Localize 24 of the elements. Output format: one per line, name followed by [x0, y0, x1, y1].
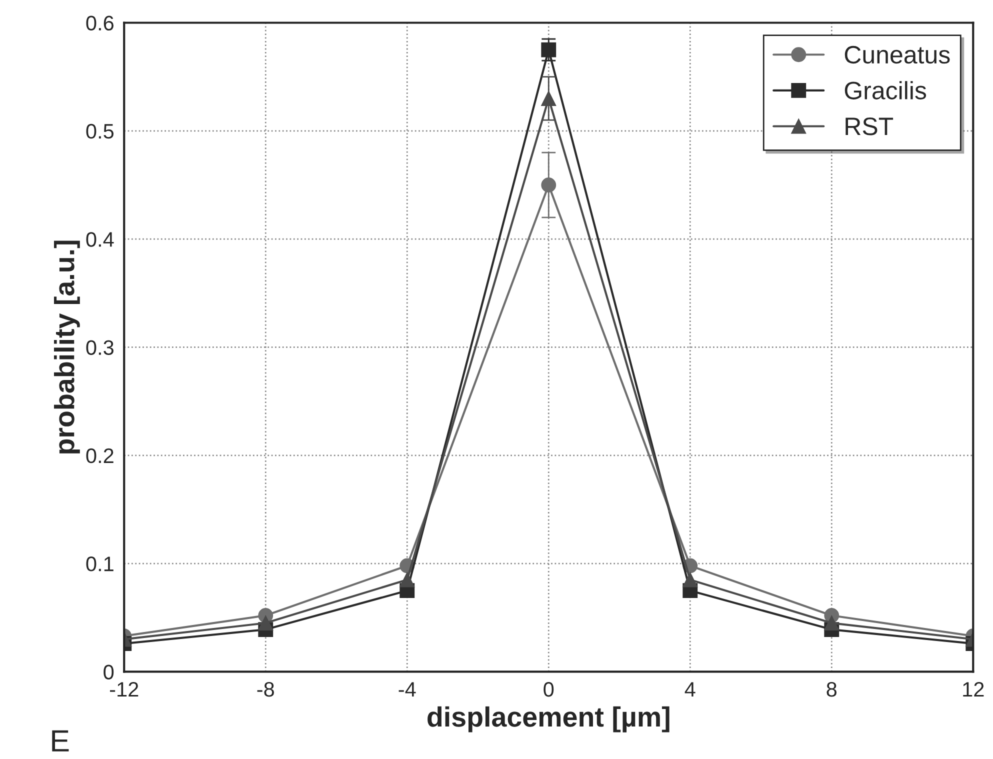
text: E	[52, 730, 69, 752]
y-tick-label: 0.3	[86, 340, 114, 355]
legend-label: Gracilis	[844, 81, 926, 100]
y-tick-label: 0.6	[86, 16, 114, 31]
y-axis-title: probability [a.u.]	[54, 240, 80, 454]
x-tick-label: -8	[257, 682, 274, 697]
y-tick-label: 0.5	[86, 124, 114, 139]
x-tick-label: 0	[544, 682, 554, 697]
x-axis-title: displacement [µm]	[428, 706, 670, 732]
point	[400, 572, 415, 588]
y-tick-label: 0.4	[86, 232, 114, 247]
y-tick-label: 0.1	[86, 556, 114, 572]
legend-label: RST	[846, 118, 894, 136]
x-tick-label: -4	[398, 682, 416, 697]
x-tick-label: 4	[684, 682, 696, 697]
y-tick-label: 0	[104, 664, 114, 680]
point	[541, 42, 556, 58]
x-tick-label: 8	[826, 682, 837, 697]
x-tick-label: 12	[963, 682, 984, 697]
x-tick-label: -12	[110, 682, 138, 697]
point	[682, 572, 698, 588]
point	[541, 178, 556, 192]
legend-label: Cuneatus	[844, 46, 950, 64]
y-tick-label: 0.2	[86, 448, 114, 464]
